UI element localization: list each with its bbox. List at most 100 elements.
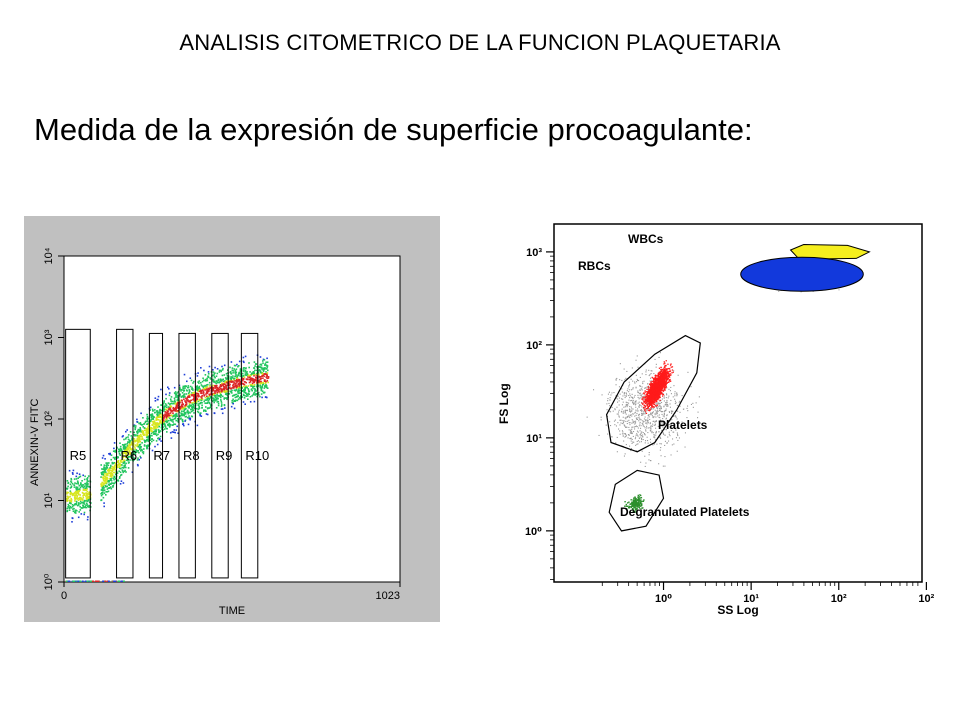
density-dot [128,450,130,452]
density-dot [129,446,131,448]
cell-dot [627,437,629,439]
density-dot [71,493,74,496]
cell-dot [650,441,652,443]
cell-dot [610,425,612,427]
density-dot [242,367,245,369]
density-dot [255,380,258,382]
density-dot [182,403,184,406]
cell-dot [622,420,624,422]
cell-dot [643,421,645,423]
density-dot [226,375,229,377]
density-dot [177,421,180,423]
cell-dot [616,436,618,438]
cell-dot [635,403,637,405]
density-dot [248,378,251,381]
cell-dot [631,408,633,410]
cell-dot [645,429,647,431]
density-dot [176,394,179,397]
density-dot [100,494,103,497]
cell-dot [635,402,637,404]
density-dot [220,394,222,396]
density-dot [184,419,187,421]
cell-dot [667,397,669,399]
density-dot [221,389,224,392]
density-dot [71,504,74,506]
cell-dot [672,438,674,440]
density-dot [182,389,184,391]
cell-dot [652,423,654,425]
density-dot [184,405,186,407]
cell-dot [628,402,630,404]
density-dot [82,501,84,504]
density-dot [141,437,144,440]
cell-dot [668,395,670,397]
cell-dot [619,397,621,399]
density-dot [249,395,252,398]
cell-dot [659,410,661,412]
density-dot [156,398,159,401]
cell-dot [662,377,664,379]
cell-dot [635,450,637,452]
density-dot [221,412,224,415]
cell-dot [632,397,634,399]
density-dot [102,488,104,490]
density-dot [145,439,148,442]
cell-dot [658,371,660,374]
cell-dot [633,396,635,398]
density-dot [200,401,202,404]
density-dot [172,402,174,405]
cell-dot [665,370,667,372]
density-dot [244,389,246,391]
density-dot [70,497,72,500]
density-dot [81,485,84,488]
cell-dot [661,368,663,371]
density-dot [197,388,199,391]
density-dot [235,379,238,382]
density-dot [134,440,137,443]
density-dot [80,507,83,509]
cell-dot [653,382,655,384]
cell-dot [634,394,636,396]
density-dot [224,384,227,386]
density-dot [210,404,212,407]
density-dot [85,504,87,506]
density-dot [87,496,90,498]
density-dot [177,391,180,393]
density-dot [140,446,142,448]
density-dot [209,406,212,409]
density-dot [81,480,83,482]
density-dot [216,372,219,375]
density-dot [203,379,205,382]
density-dot [88,501,91,503]
density-dot [134,439,136,442]
density-dot [191,406,193,408]
density-dot [136,438,139,440]
density-dot [242,377,245,380]
cell-dot [662,415,664,417]
cell-dot [672,427,674,429]
density-dot [206,402,209,404]
density-dot [203,385,205,387]
cell-dot [631,432,633,434]
density-dot [131,443,133,446]
cell-dot [668,388,670,390]
density-dot [224,390,227,392]
cell-dot [637,443,639,445]
density-dot [168,422,170,425]
density-dot [154,397,157,399]
density-dot [265,373,267,375]
density-dot [110,486,112,488]
density-dot [198,395,200,397]
density-dot [183,409,185,412]
density-dot [117,461,119,463]
density-dot [229,391,232,393]
cell-dot [629,406,631,408]
density-dot [218,391,221,393]
density-dot [151,420,154,423]
cell-dot [675,416,677,418]
cell-dot [617,413,619,415]
density-dot [154,433,157,436]
cell-dot [654,424,656,426]
density-dot [82,504,84,507]
cell-dot [666,442,668,444]
